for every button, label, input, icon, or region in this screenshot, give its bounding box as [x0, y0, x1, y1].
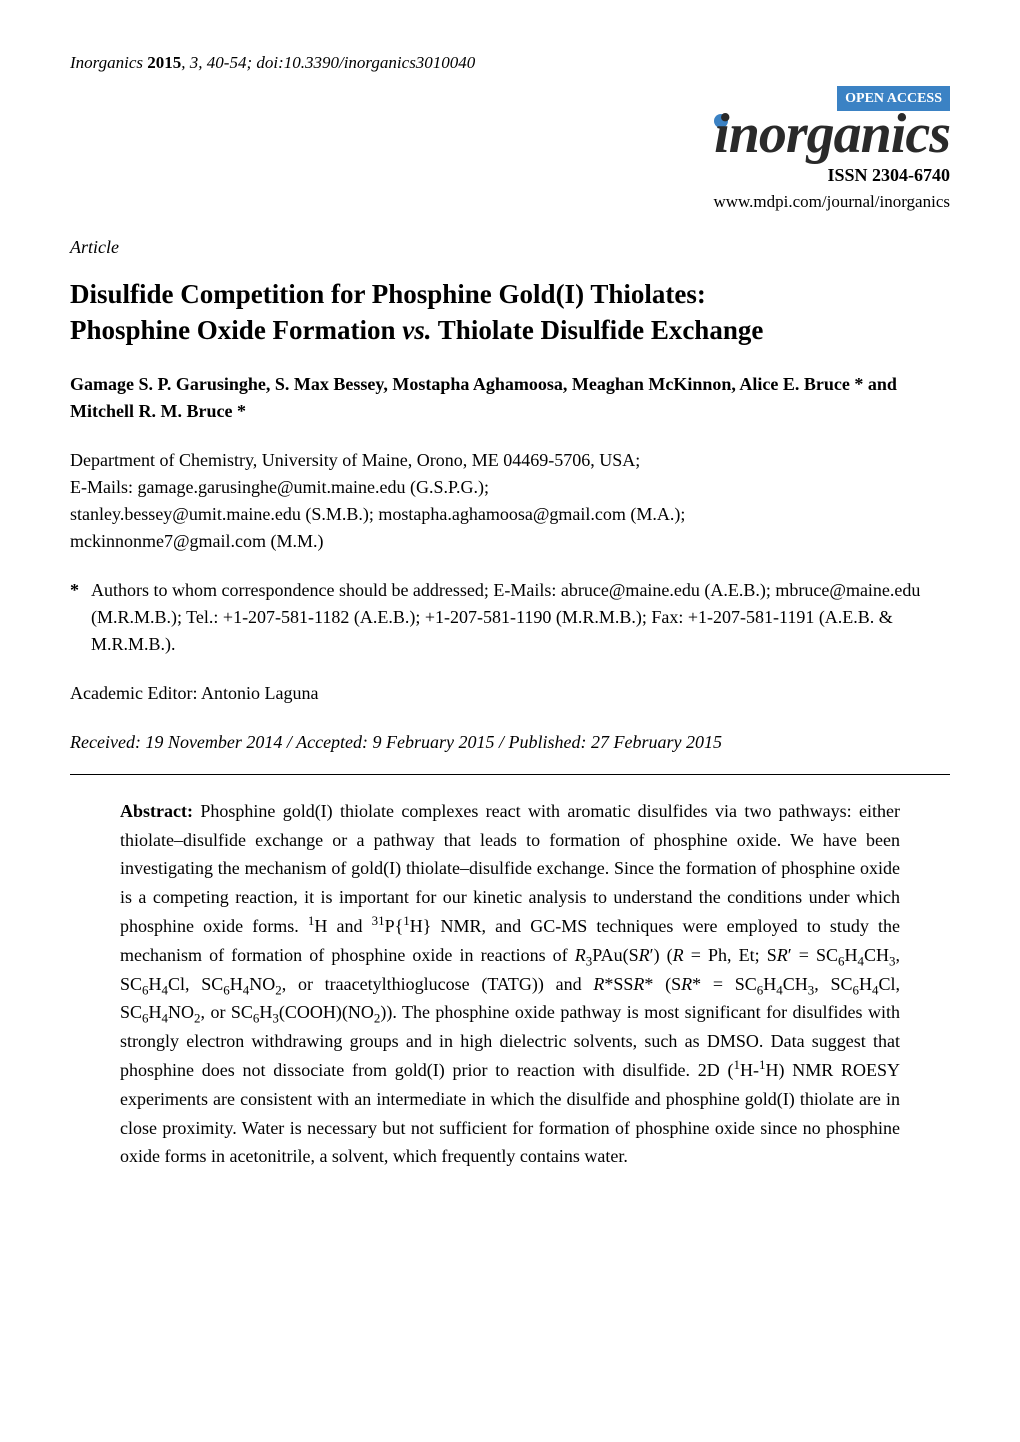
author-list: Gamage S. P. Garusinghe, S. Max Bessey, … [70, 371, 950, 425]
title-line1: Disulfide Competition for Phosphine Gold… [70, 279, 706, 309]
section-divider [70, 774, 950, 775]
f11: NO [249, 974, 275, 994]
f10: H [230, 974, 243, 994]
r3: R [673, 945, 684, 965]
f22: NO [168, 1002, 194, 1022]
f17: CH [783, 974, 808, 994]
citation-rest: , 3, 40-54; doi:10.3390/inorganics301004… [181, 53, 475, 72]
affiliation-line2: E-Mails: gamage.garusinghe@umit.maine.ed… [70, 474, 950, 501]
nmr2-txt1: P{ [385, 916, 404, 936]
correspondence-block: * Authors to whom correspondence should … [70, 577, 950, 658]
affiliation-line1: Department of Chemistry, University of M… [70, 447, 950, 474]
publication-dates: Received: 19 November 2014 / Accepted: 9… [70, 729, 950, 756]
correspondence-asterisk: * [70, 577, 79, 658]
issn: ISSN 2304-6740 [70, 162, 950, 189]
f13: *SS [604, 974, 633, 994]
r2: R [639, 945, 650, 965]
journal-italic: Inorganics [70, 53, 143, 72]
f1: PAu(S [592, 945, 638, 965]
r1: R [575, 945, 586, 965]
title-line2a: Phosphine Oxide Formation [70, 315, 402, 345]
year: 2015 [147, 53, 181, 72]
affiliation-line4: mckinnonme7@gmail.com (M.M.) [70, 528, 950, 555]
abstract-block: Abstract: Phosphine gold(I) thiolate com… [70, 797, 950, 1171]
f9: Cl, SC [168, 974, 223, 994]
f25: (COOH)(NO [279, 1002, 374, 1022]
f8: H [149, 974, 162, 994]
academic-editor: Academic Editor: Antonio Laguna [70, 680, 950, 707]
abstract-label: Abstract: [120, 801, 193, 821]
affiliation-block: Department of Chemistry, University of M… [70, 447, 950, 555]
f14: * (S [644, 974, 681, 994]
f5: H [845, 945, 858, 965]
f18: , SC [814, 974, 852, 994]
r7: R [681, 974, 692, 994]
title-vs: vs. [402, 315, 431, 345]
title-line2b: Thiolate Disulfide Exchange [432, 315, 764, 345]
paper-title: Disulfide Competition for Phosphine Gold… [70, 276, 950, 349]
f2: ′) ( [650, 945, 673, 965]
f21: H [149, 1002, 162, 1022]
f16: H [763, 974, 776, 994]
roesy-txt1: H- [740, 1060, 759, 1080]
f23: , or SC [200, 1002, 252, 1022]
f24: H [259, 1002, 272, 1022]
f12: , or traacetylthioglucose (TATG)) and [282, 974, 594, 994]
f3: = Ph, Et; S [684, 945, 777, 965]
nmr-txt1: H and [314, 916, 371, 936]
r4: R [777, 945, 788, 965]
journal-logo-text: inorganics [714, 103, 950, 165]
citation-header: Inorganics 2015, 3, 40-54; doi:10.3390/i… [70, 50, 950, 76]
correspondence-text: Authors to whom correspondence should be… [91, 577, 950, 658]
nmr2-sup1: 31 [372, 913, 385, 928]
f4: ′ = SC [788, 945, 838, 965]
journal-logo-block: inorganics ISSN 2304-6740 www.mdpi.com/j… [70, 106, 950, 215]
f15: * = SC [692, 974, 757, 994]
f6: CH [864, 945, 889, 965]
f19: H [859, 974, 872, 994]
article-type-label: Article [70, 234, 950, 261]
r5: R [593, 974, 604, 994]
affiliation-line3: stanley.bessey@umit.maine.edu (S.M.B.); … [70, 501, 950, 528]
journal-url: www.mdpi.com/journal/inorganics [70, 189, 950, 215]
r6: R [633, 974, 644, 994]
